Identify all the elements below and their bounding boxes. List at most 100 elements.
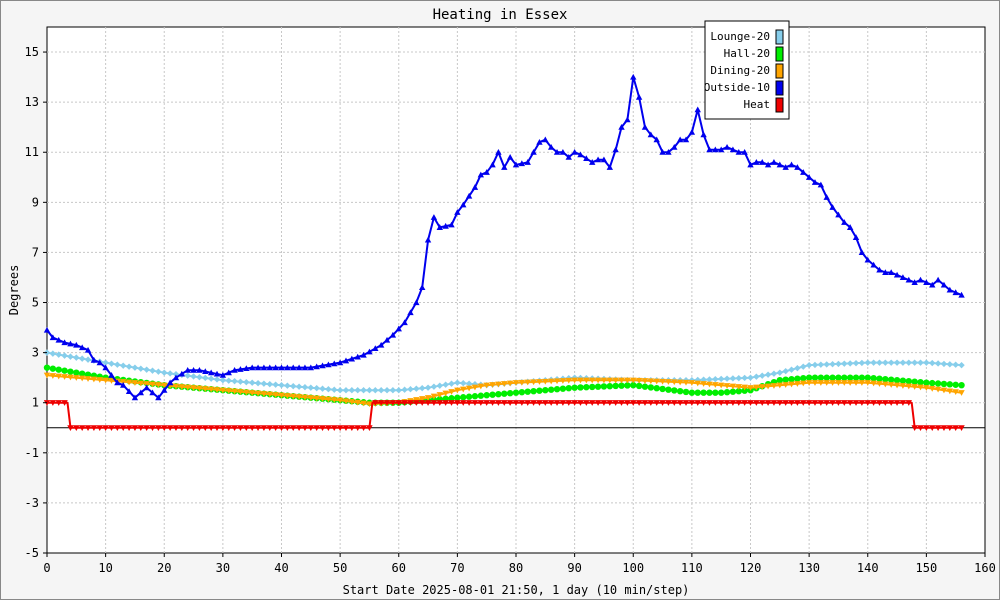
data-point <box>929 379 936 387</box>
data-point <box>553 385 561 393</box>
data-point <box>178 384 186 390</box>
data-point <box>483 392 490 399</box>
chart-title: Heating in Essex <box>433 7 568 23</box>
data-point <box>401 319 408 326</box>
data-point <box>407 400 414 406</box>
data-point <box>307 395 315 401</box>
data-point <box>413 299 420 306</box>
data-point <box>547 400 555 406</box>
data-point <box>934 276 942 283</box>
data-point <box>383 386 391 394</box>
data-point <box>682 400 690 406</box>
legend-label: Outside-10 <box>704 81 770 94</box>
data-point <box>477 171 485 178</box>
data-point <box>78 375 86 382</box>
data-point <box>946 425 954 431</box>
data-point <box>823 380 830 386</box>
data-point <box>237 366 244 372</box>
data-point <box>735 374 742 382</box>
data-point <box>114 379 121 386</box>
data-point <box>946 286 954 293</box>
data-point <box>295 364 303 371</box>
data-point <box>448 380 455 387</box>
data-point <box>571 149 578 155</box>
data-point <box>729 146 737 153</box>
data-point <box>495 381 502 388</box>
x-tick-label: 40 <box>274 561 288 575</box>
data-point <box>764 161 772 168</box>
data-point <box>43 364 51 371</box>
data-point <box>161 386 168 393</box>
data-point <box>395 400 402 406</box>
data-point <box>841 380 848 386</box>
data-point <box>243 389 250 396</box>
data-point <box>266 364 273 371</box>
data-point <box>301 394 309 401</box>
data-point <box>618 382 625 389</box>
data-point <box>155 382 162 388</box>
data-point <box>108 378 115 384</box>
data-point <box>852 359 860 367</box>
data-point <box>794 364 801 372</box>
data-point <box>647 400 655 406</box>
data-point <box>542 386 549 394</box>
data-point <box>952 289 959 296</box>
data-point <box>49 350 57 357</box>
data-point <box>776 400 784 406</box>
data-point <box>61 339 68 346</box>
data-point <box>413 400 420 406</box>
data-point <box>360 351 367 358</box>
data-point <box>454 387 461 394</box>
data-point <box>477 392 485 399</box>
data-point <box>940 387 948 394</box>
data-point <box>958 390 965 396</box>
data-point <box>348 386 356 394</box>
data-point <box>231 388 238 395</box>
data-point <box>811 400 819 406</box>
data-point <box>653 136 660 143</box>
data-point <box>888 376 895 383</box>
data-point <box>835 211 842 218</box>
data-point <box>278 425 285 431</box>
data-point <box>149 367 156 374</box>
data-point <box>284 393 291 399</box>
data-point <box>184 425 191 431</box>
data-point <box>61 400 68 406</box>
data-point <box>770 370 778 377</box>
data-point <box>823 400 830 406</box>
data-point <box>770 383 778 389</box>
data-point <box>635 400 643 406</box>
data-point <box>518 400 526 406</box>
x-tick-label: 20 <box>157 561 171 575</box>
data-point <box>430 393 438 400</box>
data-point <box>301 364 309 371</box>
data-point <box>512 380 520 386</box>
data-point <box>401 386 408 393</box>
data-point <box>589 383 596 391</box>
legend-swatch <box>775 46 784 62</box>
data-point <box>442 222 449 229</box>
data-point <box>307 425 315 431</box>
data-point <box>67 374 74 381</box>
data-point <box>524 379 531 386</box>
series-outside-10 <box>43 73 965 401</box>
data-point <box>694 380 701 387</box>
data-point <box>788 366 795 373</box>
data-point <box>272 381 279 388</box>
data-point <box>202 425 209 431</box>
data-point <box>835 380 842 386</box>
data-point <box>870 380 877 387</box>
data-point <box>923 385 930 391</box>
data-point <box>565 384 572 392</box>
data-point <box>184 384 191 391</box>
data-point <box>624 382 631 389</box>
y-tick-label: 1 <box>32 396 39 410</box>
data-point <box>424 395 432 401</box>
data-point <box>612 382 619 390</box>
data-point <box>753 373 760 380</box>
x-tick-label: 60 <box>392 561 406 575</box>
data-point <box>518 160 526 167</box>
data-point <box>917 425 924 431</box>
data-point <box>846 400 854 406</box>
